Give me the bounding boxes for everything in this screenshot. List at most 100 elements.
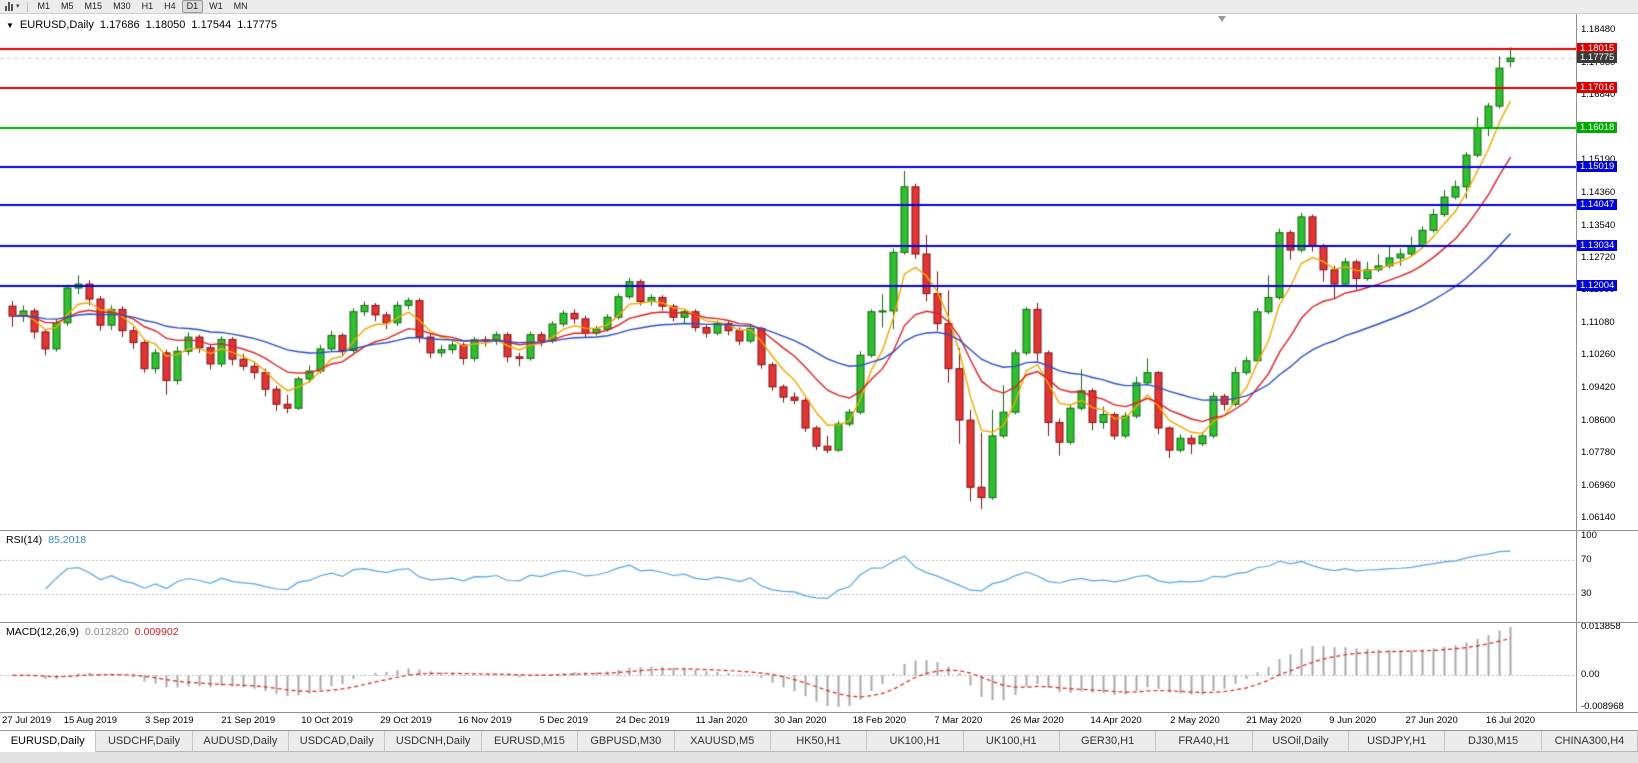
chart-area: ▼ EURUSD,Daily 1.17686 1.18050 1.17544 1…: [0, 14, 1638, 730]
level-price-label-1-16018: 1.16018: [1577, 121, 1618, 133]
y-axis-label: 1.18480: [1581, 24, 1616, 36]
y-axis-label: 1.12720: [1581, 251, 1616, 263]
macd-main-value: 0.012820: [84, 626, 129, 638]
macd-signal-value: 0.009902: [134, 626, 179, 638]
y-axis-label: 1.11080: [1581, 316, 1615, 328]
tab-usoil-daily[interactable]: USOil,Daily: [1252, 731, 1350, 752]
x-axis-label: 9 Jun 2020: [1329, 715, 1377, 726]
x-axis-label: 14 Apr 2020: [1090, 715, 1142, 726]
timeframe-button-h4[interactable]: H4: [164, 1, 176, 11]
x-axis-label: 24 Dec 2019: [615, 715, 670, 726]
x-axis-label: 16 Nov 2019: [457, 715, 512, 726]
level-price-label-1-15019: 1.15019: [1577, 161, 1618, 173]
y-axis-label: 1.09420: [1581, 382, 1616, 394]
ohlc-low: 1.17544: [191, 19, 232, 31]
tab-eurusd-m15[interactable]: EURUSD,M15: [481, 731, 579, 752]
x-axis-label: 27 Jul 2019: [2, 715, 52, 726]
tab-gbpusd-m30[interactable]: GBPUSD,M30: [578, 731, 675, 752]
panel-separator: [0, 712, 1638, 713]
timeframe-button-m5[interactable]: M5: [61, 1, 74, 11]
y-axis-label: 1.10260: [1581, 349, 1616, 361]
x-axis-label: 29 Oct 2019: [380, 715, 432, 726]
level-price-label-1-13034: 1.13034: [1577, 239, 1618, 251]
tab-usdcnh-daily[interactable]: USDCNH,Daily: [385, 731, 482, 752]
timeframe-button-mn[interactable]: MN: [233, 1, 248, 11]
main-chart-canvas[interactable]: [0, 14, 1576, 530]
y-axis-label: 1.16840: [1581, 89, 1616, 101]
bid-price-label: 1.17775: [1577, 52, 1618, 64]
rsi-header: RSI(14) 85.2018: [6, 534, 86, 546]
y-axis-label: 1.08600: [1581, 414, 1616, 426]
chart-shift-marker-icon[interactable]: [1218, 16, 1226, 22]
y-axis-label: 1.13540: [1581, 219, 1616, 231]
timeframe-button-m15[interactable]: M15: [84, 1, 103, 11]
x-axis-label: 21 Sep 2019: [221, 715, 276, 726]
x-axis-label: 11 Jan 2020: [695, 715, 748, 726]
x-axis-label: 30 Jan 2020: [774, 715, 827, 726]
x-axis-label: 21 May 2020: [1246, 715, 1302, 726]
x-axis-label: 7 Mar 2020: [934, 715, 983, 726]
panel-separator[interactable]: [0, 622, 1638, 623]
rsi-axis-label: 70: [1581, 554, 1592, 566]
x-axis-label: 16 Jul 2020: [1485, 715, 1536, 726]
tab-xauusd-m5[interactable]: XAUUSD,M5: [674, 731, 771, 752]
x-axis-label: 27 Jun 2020: [1405, 715, 1458, 726]
timeframe-button-d1[interactable]: D1: [181, 0, 204, 13]
toolbar-divider: [26, 1, 28, 12]
tab-hk50-h1[interactable]: HK50,H1: [770, 731, 868, 752]
macd-header: MACD(12,26,9) 0.012820 0.009902: [6, 626, 179, 638]
ohlc-close: 1.17775: [237, 19, 277, 31]
macd-axis-label: 0.013858: [1581, 620, 1621, 632]
x-axis-label: 15 Aug 2019: [63, 715, 118, 726]
rsi-axis-label: 100: [1581, 530, 1597, 541]
rsi-value: 85.2018: [48, 534, 87, 546]
timeframe-button-m1[interactable]: M1: [37, 1, 51, 11]
axis-border: [1576, 14, 1577, 712]
tab-audusd-daily[interactable]: AUDUSD,Daily: [192, 731, 290, 752]
panel-separator[interactable]: [0, 530, 1638, 531]
x-axis-label: 5 Dec 2019: [539, 715, 589, 726]
x-axis-label: 26 Mar 2020: [1010, 715, 1064, 726]
macd-canvas[interactable]: [0, 623, 1576, 712]
symbol-marker-icon: ▼: [6, 20, 14, 30]
chart-header: ▼ EURUSD,Daily 1.17686 1.18050 1.17544 1…: [6, 19, 277, 31]
rsi-canvas[interactable]: [0, 531, 1576, 622]
x-axis-label: 3 Sep 2019: [144, 715, 194, 726]
x-axis-label: 2 May 2020: [1170, 715, 1220, 726]
chart-type-caret-icon[interactable]: ▾: [16, 2, 20, 10]
timeframe-button-m30[interactable]: M30: [113, 1, 131, 11]
chart-tab-bar: EURUSD,Daily USDCHF,Daily AUDUSD,Daily USDC…: [0, 730, 1638, 763]
top-toolbar: ▾ M1 M5 M15 M30 H1 H4 D1 W1 MN: [0, 0, 1638, 14]
tab-ger30-h1[interactable]: GER30,H1: [1059, 731, 1157, 752]
tab-uk100-h1[interactable]: UK100,H1: [963, 731, 1060, 752]
level-price-label-1-12004: 1.12004: [1577, 280, 1618, 292]
ohlc-high: 1.18050: [145, 19, 186, 31]
tab-china300-h4[interactable]: CHINA300,H4: [1541, 731, 1638, 752]
tab-usdchf-daily[interactable]: USDCHF,Daily: [96, 731, 193, 752]
macd-axis-label: -0.008968: [1581, 700, 1624, 712]
y-axis-label: 1.07780: [1581, 447, 1616, 459]
x-axis-label: 10 Oct 2019: [301, 715, 353, 726]
tab-fra40-h1[interactable]: FRA40,H1: [1156, 731, 1253, 752]
tab-usdcad-daily[interactable]: USDCAD,Daily: [289, 731, 386, 752]
y-axis-label: 1.06960: [1581, 479, 1616, 491]
tab-usdjpy-h1[interactable]: USDJPY,H1: [1349, 731, 1446, 752]
tab-uk100-h1[interactable]: UK100,H1: [867, 731, 964, 752]
ohlc-open: 1.17686: [99, 19, 140, 31]
chart-type-icon[interactable]: [5, 1, 13, 11]
macd-title: MACD(12,26,9): [6, 626, 79, 638]
macd-axis-label: 0.00: [1581, 669, 1600, 681]
tab-eurusd-daily[interactable]: EURUSD,Daily: [0, 731, 97, 752]
tab-dj30-m15[interactable]: DJ30,M15: [1445, 731, 1542, 752]
chart-title: EURUSD,Daily: [19, 19, 94, 31]
x-axis-label: 18 Feb 2020: [852, 715, 907, 726]
rsi-title: RSI(14): [6, 534, 43, 546]
y-axis-label: 1.14360: [1581, 187, 1616, 199]
y-axis-label: 1.15190: [1581, 154, 1616, 166]
level-price-label-1-14047: 1.14047: [1577, 199, 1618, 211]
level-price-label-1-18015: 1.18015: [1577, 42, 1618, 54]
timeframe-button-h1[interactable]: H1: [141, 1, 154, 11]
y-axis-label: 1.06140: [1581, 512, 1616, 524]
level-price-label-1-17016: 1.17016: [1577, 82, 1618, 94]
timeframe-button-w1[interactable]: W1: [209, 1, 223, 11]
